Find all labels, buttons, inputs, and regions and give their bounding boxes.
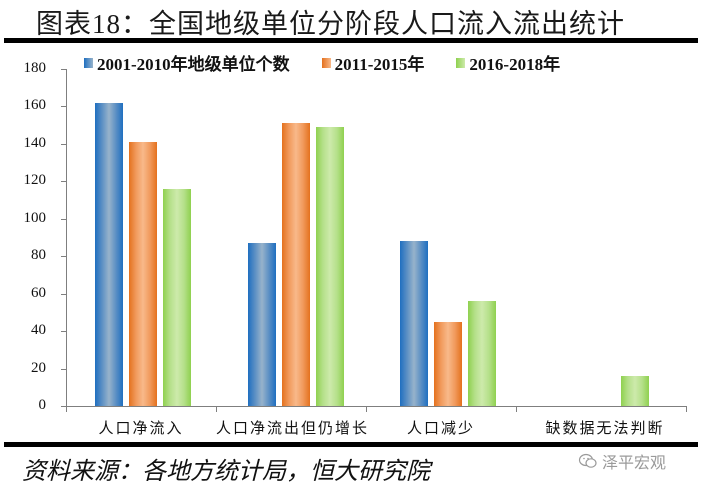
bar-green xyxy=(316,127,344,406)
y-tick-mark xyxy=(61,256,66,257)
y-tick-mark xyxy=(61,69,66,70)
chart-title: 图表18：全国地级单位分阶段人口流入流出统计 xyxy=(36,9,625,39)
x-tick-mark xyxy=(216,406,217,412)
wechat-icon xyxy=(578,453,597,468)
y-tick-mark xyxy=(61,294,66,295)
bar-orange xyxy=(434,321,462,406)
bar-blue xyxy=(248,243,276,406)
legend-label: 2016-2018年 xyxy=(469,55,561,74)
legend-label: 2001-2010年地级单位个数 xyxy=(97,55,290,74)
x-tick-mark xyxy=(66,406,67,412)
bar-orange xyxy=(282,123,310,406)
y-tick-label: 160 xyxy=(23,97,47,113)
watermark: 泽平宏观 xyxy=(578,449,666,473)
x-category-label: 缺数据无法判断 xyxy=(545,421,665,437)
bar-orange xyxy=(129,142,157,406)
legend-swatch-blue xyxy=(84,57,93,68)
y-tick-mark xyxy=(61,331,66,332)
y-tick-mark xyxy=(61,219,66,220)
bar-blue xyxy=(95,102,123,406)
y-tick-label: 40 xyxy=(31,322,46,338)
chart-legend: 2001-2010年地级单位个数 2011-2015年 2016-2018年 xyxy=(84,50,560,75)
bar-green xyxy=(621,376,649,406)
y-tick-label: 100 xyxy=(23,210,47,226)
y-tick-label: 60 xyxy=(31,285,46,301)
x-axis-line xyxy=(66,406,687,407)
title-divider xyxy=(4,38,698,43)
x-category-label: 人口净流入 xyxy=(98,421,184,437)
legend-item-2001-2010: 2001-2010年地级单位个数 xyxy=(84,50,290,75)
bar-green xyxy=(468,301,496,406)
y-tick-label: 140 xyxy=(23,135,47,151)
bar-green xyxy=(163,188,191,406)
x-category-label: 人口净流出但仍增长 xyxy=(216,421,370,437)
watermark-text: 泽平宏观 xyxy=(602,455,667,472)
y-tick-label: 120 xyxy=(23,172,47,188)
legend-swatch-orange xyxy=(321,57,331,68)
legend-item-2016-2018: 2016-2018年 xyxy=(456,50,560,75)
legend-item-2011-2015: 2011-2015年 xyxy=(321,50,425,75)
y-tick-label: 80 xyxy=(31,247,46,263)
legend-swatch-green xyxy=(456,57,466,68)
y-tick-mark xyxy=(61,106,66,107)
y-tick-label: 0 xyxy=(38,397,47,413)
y-tick-mark xyxy=(61,144,66,145)
source-note: 资料来源：各地方统计局，恒大研究院 xyxy=(22,459,430,485)
y-tick-mark xyxy=(61,369,66,370)
x-category-label: 人口减少 xyxy=(406,421,475,437)
x-tick-mark xyxy=(516,406,517,412)
y-tick-label: 20 xyxy=(31,360,46,376)
y-tick-mark xyxy=(61,181,66,182)
x-tick-mark xyxy=(366,406,367,412)
legend-label: 2011-2015年 xyxy=(334,55,425,74)
y-axis-line xyxy=(66,69,67,407)
y-tick-mark xyxy=(61,406,66,407)
bar-blue xyxy=(400,241,428,406)
x-tick-mark xyxy=(686,406,687,412)
footer-divider xyxy=(4,442,698,447)
y-tick-label: 180 xyxy=(23,60,47,76)
